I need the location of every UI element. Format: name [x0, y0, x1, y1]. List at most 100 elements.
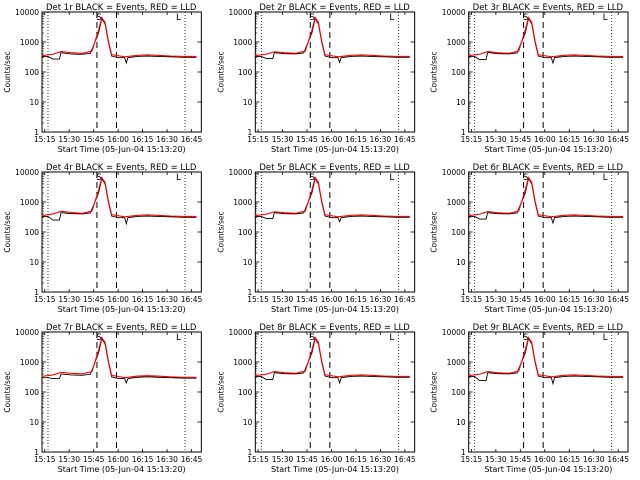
x-tick-label: 16:00 [321, 455, 343, 464]
x-tick-label: 15:45 [510, 455, 532, 464]
y-tick-label: 1 [34, 288, 39, 297]
x-axis-label: Start Time (05-Jun-04 15:13:20) [58, 145, 186, 154]
x-tick-label: 15:15 [247, 295, 269, 304]
y-tick-label: 10 [456, 258, 466, 267]
series-line-lld [41, 16, 197, 58]
y-tick-label: 10 [456, 418, 466, 427]
marker-label-s: S [96, 173, 102, 183]
x-tick-label: 16:15 [345, 295, 367, 304]
y-axis-label: Counts/sec [430, 51, 439, 92]
x-axis-label: Start Time (05-Jun-04 15:13:20) [58, 465, 186, 474]
marker-label-s: S [309, 173, 315, 183]
y-axis-label: Counts/sec [216, 211, 225, 252]
x-axis-label: Start Time (05-Jun-04 15:13:20) [58, 305, 186, 314]
y-tick-label: 1 [34, 448, 39, 457]
y-tick-label: 10 [243, 98, 253, 107]
marker-label-l: L [603, 13, 608, 23]
x-tick-label: 15:15 [34, 295, 56, 304]
series-line-lld [468, 16, 624, 58]
y-tick-label: 1 [248, 448, 253, 457]
y-axis-label: Counts/sec [3, 371, 12, 412]
y-tick-label: 10 [29, 98, 39, 107]
x-tick-label: 16:45 [394, 135, 416, 144]
y-tick-label: 1000 [233, 358, 252, 367]
y-tick-label: 1000 [447, 358, 466, 367]
series-line-lld [468, 336, 624, 378]
x-tick-label: 15:15 [461, 135, 483, 144]
marker-label-l: L [389, 173, 394, 183]
plot-frame [41, 171, 202, 293]
marker-label-l: L [176, 13, 181, 23]
x-tick-label: 15:30 [485, 135, 507, 144]
y-tick-label: 100 [25, 68, 40, 77]
series-line-lld [254, 16, 410, 58]
x-tick-label: 15:15 [461, 295, 483, 304]
x-tick-label: 16:30 [156, 295, 178, 304]
x-tick-label: 16:30 [583, 135, 605, 144]
x-tick-label: 16:00 [321, 295, 343, 304]
y-tick-label: 1 [461, 128, 466, 137]
x-tick-label: 16:30 [156, 455, 178, 464]
y-tick-label: 10 [29, 418, 39, 427]
x-tick-label: 15:45 [510, 135, 532, 144]
chart-title: Det 8r BLACK = Events, RED = LLD [259, 323, 410, 333]
y-tick-label: 1 [248, 288, 253, 297]
x-axis-label: Start Time (05-Jun-04 15:13:20) [484, 305, 612, 314]
x-tick-label: 15:30 [272, 135, 294, 144]
y-tick-label: 100 [238, 228, 253, 237]
x-tick-label: 15:15 [247, 135, 269, 144]
x-tick-label: 16:45 [607, 135, 629, 144]
x-tick-label: 16:00 [534, 135, 556, 144]
series-line-lld [41, 336, 197, 379]
series-line-events [254, 177, 410, 223]
x-tick-label: 16:00 [534, 295, 556, 304]
x-tick-label: 16:15 [132, 295, 154, 304]
y-tick-label: 10000 [442, 168, 466, 177]
y-tick-label: 1000 [233, 38, 252, 47]
x-tick-label: 16:15 [345, 455, 367, 464]
x-tick-label: 15:30 [58, 295, 80, 304]
x-tick-label: 15:30 [58, 135, 80, 144]
x-tick-label: 16:30 [583, 455, 605, 464]
x-tick-label: 16:45 [181, 135, 203, 144]
x-tick-label: 16:45 [181, 455, 203, 464]
y-tick-label: 1 [461, 448, 466, 457]
x-tick-label: 16:00 [107, 295, 129, 304]
y-tick-label: 10000 [228, 8, 252, 17]
x-tick-label: 15:30 [272, 295, 294, 304]
series-line-lld [254, 336, 410, 378]
x-tick-label: 16:00 [321, 135, 343, 144]
marker-label-s: S [96, 333, 102, 343]
y-tick-label: 10000 [442, 8, 466, 17]
x-axis-label: Start Time (05-Jun-04 15:13:20) [484, 145, 612, 154]
y-axis-label: Counts/sec [430, 211, 439, 252]
series-line-events [468, 337, 624, 386]
marker-label-s: S [523, 173, 529, 183]
y-tick-label: 1000 [447, 198, 466, 207]
y-tick-label: 10 [456, 98, 466, 107]
x-tick-label: 16:45 [607, 455, 629, 464]
plot-frame [254, 11, 416, 133]
x-tick-label: 16:45 [181, 295, 203, 304]
x-tick-label: 15:15 [34, 455, 56, 464]
y-tick-label: 100 [238, 68, 253, 77]
x-tick-label: 15:45 [510, 295, 532, 304]
x-tick-label: 16:45 [394, 455, 416, 464]
y-tick-label: 100 [451, 228, 466, 237]
y-axis-label: Counts/sec [3, 211, 12, 252]
plot-frame [254, 171, 416, 293]
x-axis-label: Start Time (05-Jun-04 15:13:20) [271, 305, 399, 314]
chart-title: Det 1r BLACK = Events, RED = LLD [46, 3, 197, 13]
x-tick-label: 16:15 [558, 295, 580, 304]
x-tick-label: 16:45 [394, 295, 416, 304]
x-tick-label: 15:15 [247, 455, 269, 464]
series-line-lld [254, 176, 410, 218]
x-tick-label: 15:30 [272, 455, 294, 464]
plot-frame [41, 331, 202, 453]
